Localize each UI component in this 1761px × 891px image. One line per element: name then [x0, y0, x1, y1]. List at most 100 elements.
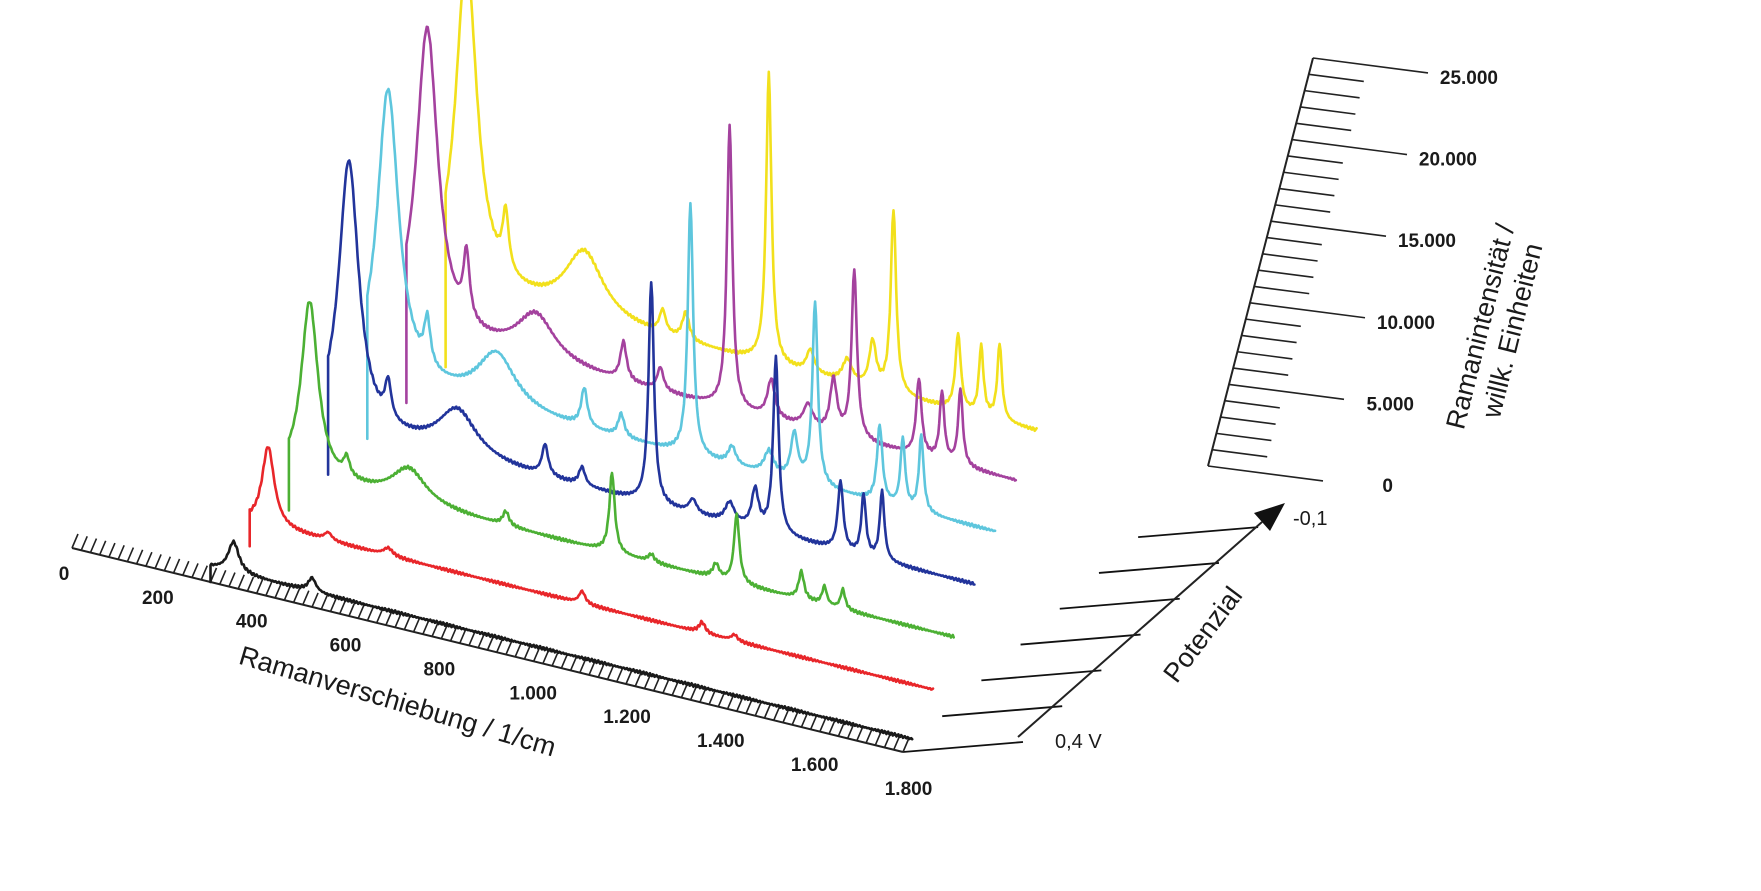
z-tick [1220, 416, 1276, 425]
floor-line [902, 741, 1024, 753]
z-tick [1296, 122, 1352, 132]
depth-axis-start-label: 0,4 V [1055, 731, 1102, 753]
z-tick [1283, 171, 1339, 181]
x-minor-tick [606, 665, 615, 680]
x-minor-tick [375, 608, 384, 624]
z-tick-label: 10.000 [1377, 313, 1435, 334]
x-minor-tick [329, 597, 338, 612]
x-minor-tick [597, 662, 606, 678]
x-minor-tick [182, 560, 190, 576]
z-tick [1237, 350, 1293, 360]
x-minor-tick [283, 585, 292, 601]
x-minor-tick [431, 622, 439, 637]
x-minor-tick [200, 565, 209, 581]
x-minor-tick [634, 671, 642, 687]
x-minor-tick [412, 617, 421, 633]
z-tick [1287, 155, 1343, 164]
z-tick [1300, 106, 1356, 115]
x-minor-tick [459, 628, 467, 644]
z-tick [1275, 204, 1331, 213]
x-minor-tick [117, 545, 125, 560]
series-line [248, 446, 935, 691]
x-minor-tick [782, 708, 790, 723]
x-minor-tick [625, 669, 633, 685]
x-minor-tick [579, 658, 587, 673]
x-minor-tick [98, 540, 107, 556]
x-minor-tick [616, 667, 624, 683]
z-tick [1304, 89, 1360, 99]
depth-axis-arrow [1254, 503, 1285, 531]
x-minor-tick [708, 690, 716, 705]
z-tick-label: 0 [1382, 476, 1393, 497]
x-tick-label: 1.400 [697, 731, 745, 752]
depth-axis-line [1017, 521, 1263, 738]
z-tick [1308, 73, 1364, 83]
z-tick [1312, 57, 1429, 74]
x-minor-tick [689, 685, 698, 701]
x-minor-tick [154, 554, 162, 569]
x-minor-tick [569, 656, 578, 671]
x-minor-tick [763, 703, 772, 719]
x-minor-tick [468, 631, 476, 646]
floor-line [1098, 562, 1220, 574]
series-line [405, 25, 1018, 482]
x-minor-tick [726, 694, 735, 710]
z-tick-label: 25.000 [1440, 68, 1498, 89]
x-minor-tick [366, 606, 375, 621]
z-tick [1258, 269, 1314, 279]
x-minor-tick [302, 590, 310, 605]
z-tick-label: 20.000 [1419, 150, 1477, 171]
z-tick [1216, 432, 1272, 442]
series-line [366, 87, 997, 533]
x-minor-tick [145, 551, 153, 567]
x-minor-tick [218, 569, 227, 585]
x-minor-tick [662, 678, 670, 694]
x-tick-label: 600 [330, 636, 362, 657]
z-tick [1228, 383, 1345, 401]
x-tick-label: 0 [59, 564, 70, 585]
x-minor-tick [523, 644, 532, 660]
x-minor-tick [172, 558, 181, 574]
z-tick-label: 5.000 [1366, 394, 1414, 415]
x-minor-tick [394, 613, 402, 628]
x-minor-tick [856, 726, 864, 741]
floor-line [942, 705, 1063, 718]
x-tick-label: 1.200 [603, 707, 651, 728]
x-minor-tick [311, 592, 319, 608]
x-minor-tick [246, 576, 255, 592]
series-line [287, 301, 955, 639]
z-tick [1291, 138, 1408, 156]
x-minor-tick [652, 676, 661, 692]
x-tick-label: 800 [423, 659, 455, 680]
x-minor-tick [505, 640, 513, 655]
x-minor-tick [126, 547, 135, 562]
x-minor-tick [89, 538, 98, 553]
x-minor-tick [772, 705, 781, 721]
x-minor-tick [699, 687, 707, 703]
x-tick-label: 400 [236, 612, 268, 633]
x-minor-tick [385, 610, 393, 626]
x-minor-tick [191, 563, 199, 578]
x-minor-tick [265, 581, 273, 596]
z-tick-label: 15.000 [1398, 231, 1456, 252]
x-minor-tick [449, 626, 458, 642]
z-tick [1270, 220, 1387, 237]
x-tick-label: 1.600 [791, 755, 839, 776]
x-minor-tick [495, 637, 504, 653]
floor-grid [902, 526, 1259, 753]
x-minor-tick [422, 619, 430, 635]
floor-line [1059, 597, 1180, 610]
floor-line [1138, 526, 1259, 539]
x-minor-tick [800, 712, 809, 728]
x-minor-tick [108, 542, 116, 558]
x-minor-tick [819, 717, 827, 732]
x-minor-tick [846, 724, 855, 739]
x-minor-tick [588, 660, 596, 676]
floor-line [1020, 633, 1141, 646]
series [209, 0, 1038, 741]
z-tick [1266, 236, 1322, 246]
depth-axis-title: Potenzial [1157, 581, 1248, 688]
series-line [209, 539, 914, 741]
x-minor-tick [791, 710, 799, 726]
